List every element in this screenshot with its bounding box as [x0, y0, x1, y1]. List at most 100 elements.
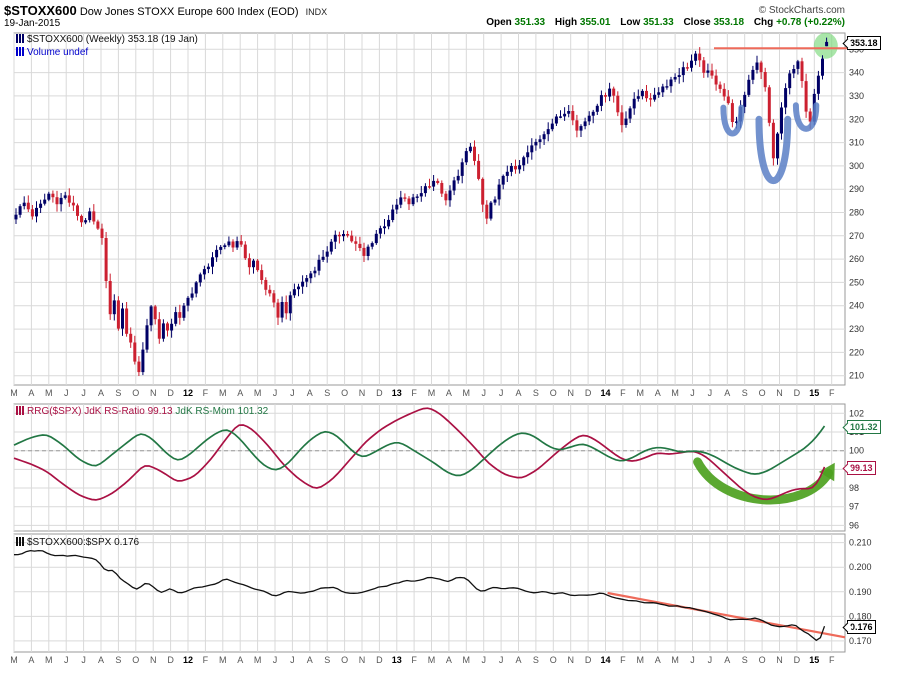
svg-text:D: D — [167, 655, 174, 665]
svg-text:0.170: 0.170 — [849, 636, 872, 646]
stockcharts-credit-link[interactable]: © StockCharts.com — [758, 5, 845, 16]
exchange-label: INDX — [305, 7, 328, 17]
svg-text:0.180: 0.180 — [849, 611, 872, 621]
svg-text:J: J — [499, 388, 504, 398]
svg-text:S: S — [533, 388, 539, 398]
svg-text:D: D — [585, 655, 592, 665]
svg-text:S: S — [742, 388, 748, 398]
symbol: $STOXX600 — [4, 3, 77, 18]
svg-text:S: S — [742, 655, 748, 665]
high-value: 355.01 — [579, 17, 611, 28]
svg-text:F: F — [829, 655, 835, 665]
svg-text:A: A — [724, 655, 730, 665]
svg-text:O: O — [759, 655, 766, 665]
svg-text:A: A — [237, 655, 243, 665]
svg-text:N: N — [776, 655, 783, 665]
svg-text:O: O — [759, 388, 766, 398]
svg-text:230: 230 — [849, 324, 864, 334]
chart-header: $STOXX600 Dow Jones STOXX Europe 600 Ind… — [4, 3, 327, 18]
svg-text:15: 15 — [809, 655, 819, 665]
svg-text:14: 14 — [600, 388, 610, 398]
svg-text:220: 220 — [849, 347, 864, 357]
ratio-panel-legend: $STOXX600:$SPX 0.176 — [16, 537, 139, 548]
low-value: 351.33 — [643, 17, 674, 28]
svg-text:J: J — [690, 388, 695, 398]
rs-ratio-legend-text: RRG($SPX) JdK RS-Ratio 99.13 — [27, 406, 173, 417]
quote-date: 19-Jan-2015 — [4, 18, 61, 29]
svg-text:0.210: 0.210 — [849, 538, 872, 548]
svg-text:J: J — [290, 655, 295, 665]
line-chart-icon — [16, 537, 24, 546]
svg-text:D: D — [376, 388, 383, 398]
volume-legend-text: Volume undef — [27, 47, 89, 58]
svg-text:M: M — [254, 388, 262, 398]
svg-text:M: M — [637, 388, 645, 398]
svg-text:O: O — [132, 655, 139, 665]
svg-text:D: D — [167, 388, 174, 398]
svg-text:S: S — [324, 388, 330, 398]
svg-text:12: 12 — [183, 388, 193, 398]
rrg-panel-legend: RRG($SPX) JdK RS-Ratio 99.13 JdK RS-Mom … — [16, 406, 268, 417]
svg-text:A: A — [28, 388, 34, 398]
chg-label: Chg — [753, 17, 774, 28]
svg-text:J: J — [708, 655, 713, 665]
svg-text:J: J — [690, 655, 695, 665]
svg-text:A: A — [307, 655, 313, 665]
svg-text:15: 15 — [809, 388, 819, 398]
svg-text:M: M — [10, 655, 18, 665]
quote-line: Open 351.33 High 355.01 Low 351.33 Close… — [486, 17, 845, 28]
svg-text:300: 300 — [849, 161, 864, 171]
svg-text:J: J — [499, 655, 504, 665]
svg-text:102: 102 — [849, 408, 864, 418]
svg-text:J: J — [481, 388, 486, 398]
svg-text:M: M — [671, 655, 679, 665]
svg-text:D: D — [585, 388, 592, 398]
svg-text:340: 340 — [849, 68, 864, 78]
svg-text:M: M — [463, 388, 471, 398]
close-value: 353.18 — [713, 17, 745, 28]
svg-text:A: A — [515, 655, 521, 665]
volume-legend: Volume undef — [16, 47, 88, 58]
svg-text:S: S — [533, 655, 539, 665]
ratio-legend-text: $STOXX600:$SPX 0.176 — [27, 537, 140, 548]
candlestick-icon — [16, 34, 24, 43]
svg-text:14: 14 — [600, 655, 610, 665]
svg-text:250: 250 — [849, 277, 864, 287]
chg-value: +0.78 (+0.22%) — [776, 17, 845, 28]
svg-text:98: 98 — [849, 483, 859, 493]
svg-text:13: 13 — [392, 655, 402, 665]
svg-text:280: 280 — [849, 208, 864, 218]
svg-text:O: O — [341, 388, 348, 398]
svg-text:J: J — [290, 388, 295, 398]
svg-text:A: A — [724, 388, 730, 398]
svg-text:N: N — [359, 655, 366, 665]
svg-text:O: O — [550, 655, 557, 665]
svg-text:310: 310 — [849, 138, 864, 148]
svg-text:F: F — [411, 655, 417, 665]
svg-text:0.190: 0.190 — [849, 587, 872, 597]
svg-text:D: D — [794, 388, 801, 398]
svg-text:N: N — [150, 655, 157, 665]
rs-ratio-value-label: 99.13 — [847, 461, 876, 475]
svg-text:A: A — [655, 388, 661, 398]
svg-text:F: F — [620, 388, 626, 398]
svg-text:N: N — [359, 388, 366, 398]
svg-text:M: M — [45, 655, 53, 665]
svg-text:A: A — [446, 655, 452, 665]
svg-text:N: N — [776, 388, 783, 398]
line-chart-icon — [16, 406, 24, 415]
svg-text:N: N — [150, 388, 157, 398]
svg-text:260: 260 — [849, 254, 864, 264]
svg-text:A: A — [98, 655, 104, 665]
svg-text:M: M — [254, 655, 262, 665]
svg-text:J: J — [273, 388, 278, 398]
svg-text:240: 240 — [849, 301, 864, 311]
svg-text:M: M — [671, 388, 679, 398]
svg-text:A: A — [28, 655, 34, 665]
svg-text:F: F — [829, 388, 835, 398]
svg-text:J: J — [481, 655, 486, 665]
svg-text:A: A — [237, 388, 243, 398]
svg-text:320: 320 — [849, 114, 864, 124]
svg-text:A: A — [98, 388, 104, 398]
svg-text:F: F — [411, 388, 417, 398]
